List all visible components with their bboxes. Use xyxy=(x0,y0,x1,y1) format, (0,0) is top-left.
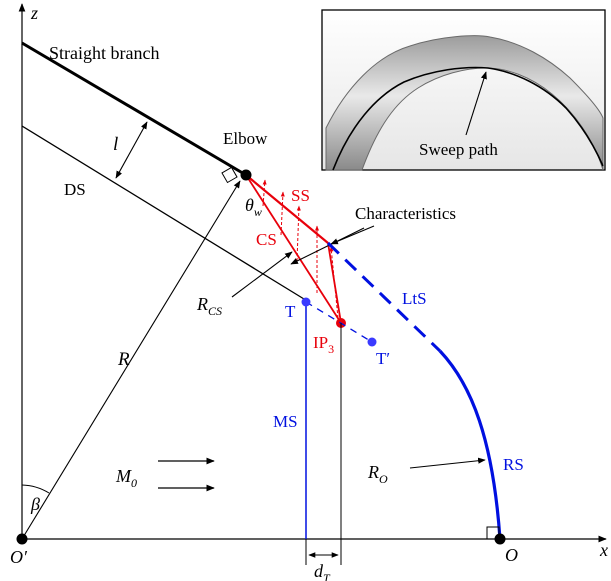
z-axis-label: z xyxy=(30,3,38,23)
ip3-label: IP3 xyxy=(313,333,334,356)
rs-curve xyxy=(438,349,502,540)
ro-arrow xyxy=(409,457,486,469)
elbow-label: Elbow xyxy=(223,129,268,148)
origin-o-prime-point xyxy=(16,533,28,545)
right-angle-marker-elbow xyxy=(221,166,238,184)
mach-label: M0 xyxy=(115,466,137,490)
t-point xyxy=(301,297,311,307)
ro-label: RO xyxy=(367,462,388,486)
origin-o-point xyxy=(494,533,506,545)
ds-label: DS xyxy=(64,180,86,199)
t-prime-label: T′ xyxy=(376,349,390,368)
rs-label: RS xyxy=(503,455,524,474)
sweep-path-curve xyxy=(332,66,604,171)
lts-line xyxy=(326,241,442,353)
red-arrow-5 xyxy=(329,246,339,319)
right-angle-marker-origin xyxy=(486,526,500,540)
beta-label: β xyxy=(30,494,40,514)
rcs-label: RCS xyxy=(196,294,222,318)
characteristics-arrow-2 xyxy=(290,227,365,265)
downstream-wall xyxy=(21,125,305,300)
ms-label: MS xyxy=(273,412,298,431)
cs-line xyxy=(245,174,342,324)
sweep-path-label: Sweep path xyxy=(419,140,498,159)
t-prime-point xyxy=(367,337,377,347)
elbow-point xyxy=(240,169,252,181)
sweep-path-inset: Sweep path xyxy=(321,9,606,171)
theta-label: θw xyxy=(245,195,262,219)
straight-branch-label: Straight branch xyxy=(49,43,159,63)
ss-line xyxy=(245,174,329,244)
cs-label: CS xyxy=(256,230,277,249)
origin-o-label: O xyxy=(505,545,518,565)
rcs-arrow xyxy=(231,251,293,298)
red-arrow-1 xyxy=(262,179,267,207)
shock-region: SS CS θw IP3 xyxy=(245,174,346,356)
red-arrow-2 xyxy=(280,191,285,236)
straight-branch-wall xyxy=(21,41,247,177)
t-label: T xyxy=(285,302,296,321)
ss-label: SS xyxy=(291,186,310,205)
dt-label: dT xyxy=(314,561,331,581)
characteristics-label: Characteristics xyxy=(355,204,456,223)
width-arrow xyxy=(115,121,148,179)
axes: z x xyxy=(18,3,608,560)
tube-body xyxy=(325,35,604,171)
width-label: l xyxy=(113,134,118,155)
radius-line xyxy=(21,180,241,540)
origin-o-prime-label: O′ xyxy=(10,547,28,567)
red-arrow-3 xyxy=(296,205,301,262)
beta-arc xyxy=(21,484,50,494)
x-axis-label: x xyxy=(599,540,608,560)
sweep-path-arrow xyxy=(465,71,487,136)
blue-shocks: T T′ LtS MS RS xyxy=(273,241,524,540)
radius-label: R xyxy=(117,349,130,370)
lts-label: LtS xyxy=(402,289,427,308)
